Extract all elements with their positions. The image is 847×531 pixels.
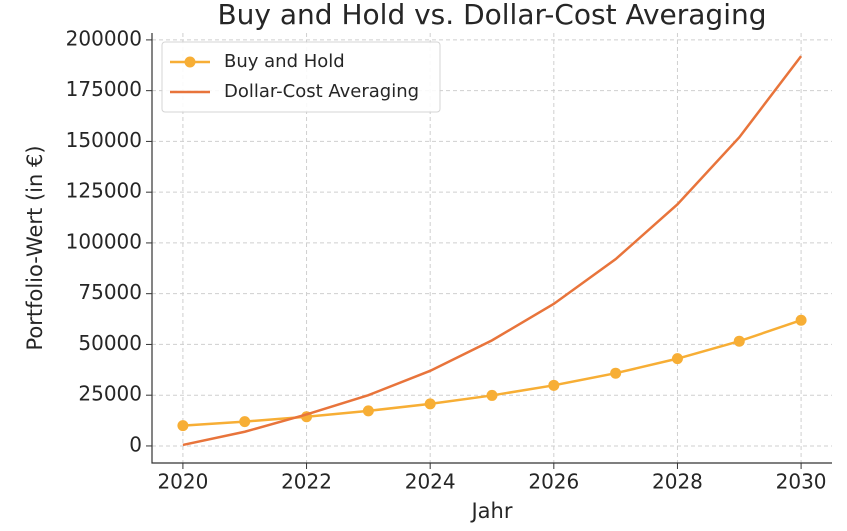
- y-tick-label: 25000: [78, 382, 142, 406]
- marker: [610, 367, 622, 379]
- marker: [239, 416, 251, 428]
- legend-marker: [184, 56, 196, 68]
- x-tick-label: 2022: [281, 470, 332, 494]
- marker: [424, 398, 436, 410]
- chart-title: Buy and Hold vs. Dollar-Cost Averaging: [217, 0, 766, 31]
- legend-box: [161, 41, 441, 113]
- y-tick-label: 50000: [78, 331, 142, 355]
- y-tick-label: 200000: [66, 26, 142, 50]
- line: [182, 55, 803, 447]
- x-tick-label: 2020: [157, 470, 208, 494]
- marker: [733, 335, 745, 347]
- x-tick-label: 2030: [776, 470, 827, 494]
- legend-label: Dollar-Cost Averaging: [224, 81, 419, 102]
- x-tick-label: 2026: [528, 470, 579, 494]
- x-axis-label: Jahr: [469, 499, 512, 523]
- y-tick-label: 175000: [66, 77, 142, 101]
- marker: [795, 314, 807, 326]
- legend: Buy and Hold Dollar-Cost Averaging: [161, 41, 441, 113]
- axis-spines: [151, 33, 832, 464]
- marker: [362, 405, 374, 417]
- marker: [671, 353, 683, 365]
- x-tick-label: 2028: [652, 470, 703, 494]
- y-tick-label: 150000: [66, 128, 142, 152]
- marker: [548, 379, 560, 391]
- marker: [486, 389, 498, 401]
- y-tick-label: 75000: [78, 280, 142, 304]
- marker: [177, 420, 189, 432]
- x-tick-label: 2024: [405, 470, 456, 494]
- y-tick-label: 125000: [66, 179, 142, 203]
- y-tick-label: 100000: [66, 229, 142, 253]
- y-tick-label: 0: [129, 432, 142, 456]
- legend-label: Buy and Hold: [224, 51, 345, 72]
- line: [182, 319, 802, 427]
- y-axis-label: Portfolio-Wert (in €): [23, 145, 47, 350]
